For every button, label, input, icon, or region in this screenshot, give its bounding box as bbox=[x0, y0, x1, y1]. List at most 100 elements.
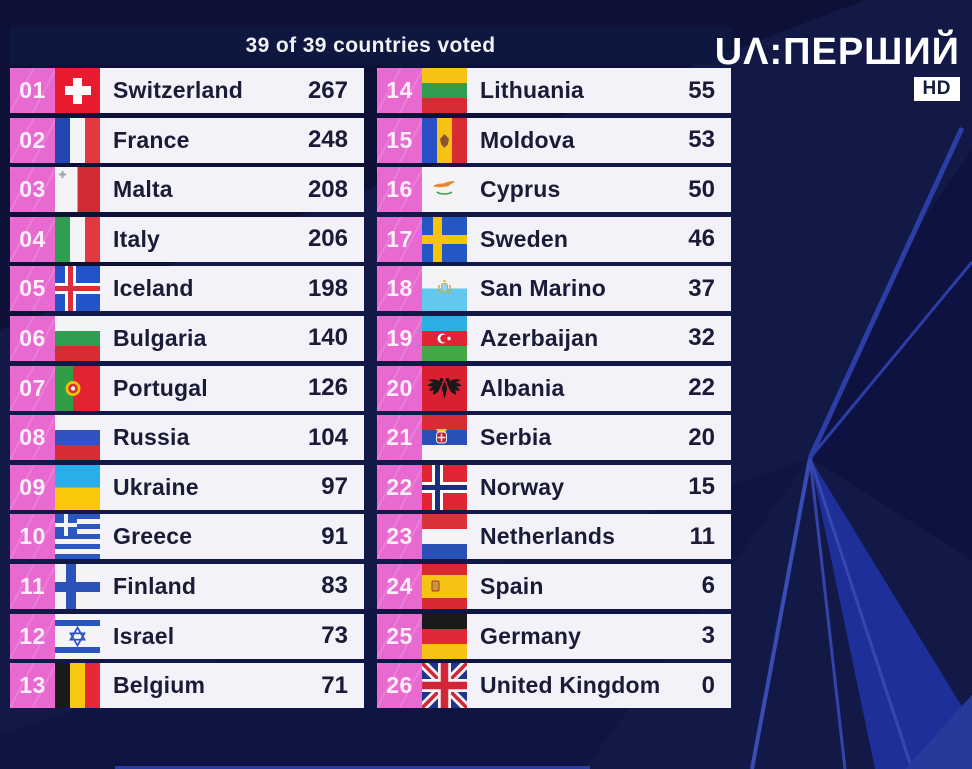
rank-badge: 18 bbox=[377, 266, 422, 312]
rank-badge: 09 bbox=[10, 464, 55, 510]
country-name: Finland bbox=[113, 572, 197, 599]
country-name: United Kingdom bbox=[480, 672, 661, 699]
rank-badge: 07 bbox=[10, 365, 55, 411]
country-name: Spain bbox=[480, 572, 544, 599]
score-row: 05 Iceland 198 bbox=[10, 266, 364, 312]
score-row-body: Iceland 198 bbox=[100, 266, 364, 312]
score-row-body: Malta 208 bbox=[100, 167, 364, 213]
italy-flag-icon bbox=[55, 216, 100, 262]
belgium-flag-icon bbox=[55, 663, 100, 709]
score-row: 26 United Kingdom 0 bbox=[377, 663, 731, 709]
country-name: Belgium bbox=[113, 672, 206, 699]
score-row: 20 Albania 22 bbox=[377, 365, 731, 411]
score-row: 12 Israel 73 bbox=[10, 613, 364, 659]
netherlands-flag-icon bbox=[422, 514, 467, 560]
score-row-body: Switzerland 267 bbox=[100, 68, 364, 113]
bulgaria-flag-icon bbox=[55, 315, 100, 361]
score-row: 18 San Marino 37 bbox=[377, 266, 731, 312]
points-value: 83 bbox=[321, 572, 348, 600]
hd-badge: HD bbox=[913, 76, 960, 101]
points-value: 248 bbox=[307, 126, 348, 154]
norway-flag-icon bbox=[422, 464, 467, 510]
country-name: Albania bbox=[480, 374, 565, 401]
score-row: 06 Bulgaria 140 bbox=[10, 315, 364, 361]
country-name: Lithuania bbox=[480, 77, 585, 103]
greece-flag-icon bbox=[55, 514, 100, 560]
score-row: 14 Lithuania 55 bbox=[377, 68, 731, 113]
points-value: 140 bbox=[307, 324, 348, 352]
score-row-body: Portugal 126 bbox=[100, 365, 364, 411]
score-row: 15 Moldova 53 bbox=[377, 117, 731, 163]
country-name: Norway bbox=[480, 473, 565, 500]
rank-badge: 14 bbox=[377, 68, 422, 113]
score-row-body: Russia 104 bbox=[100, 415, 364, 461]
points-value: 73 bbox=[321, 622, 348, 650]
score-row-body: Belgium 71 bbox=[100, 663, 364, 709]
country-name: Russia bbox=[113, 424, 190, 451]
united-kingdom-flag-icon bbox=[422, 663, 467, 709]
country-name: San Marino bbox=[480, 275, 606, 302]
finland-flag-icon bbox=[55, 563, 100, 609]
sweden-flag-icon bbox=[422, 216, 467, 262]
rank-badge: 26 bbox=[377, 663, 422, 709]
points-value: 53 bbox=[688, 126, 715, 154]
channel-logo: UΛ:ПЕРШИЙ bbox=[714, 31, 960, 73]
rank-badge: 06 bbox=[10, 315, 55, 361]
points-value: 22 bbox=[688, 374, 715, 402]
points-value: 206 bbox=[307, 225, 348, 253]
azerbaijan-flag-icon bbox=[422, 315, 467, 361]
score-row-body: Azerbaijan 32 bbox=[467, 315, 731, 361]
points-value: 104 bbox=[307, 423, 348, 451]
rank-badge: 16 bbox=[377, 167, 422, 213]
score-row-body: Italy 206 bbox=[100, 216, 364, 262]
cyprus-flag-icon bbox=[422, 167, 467, 213]
score-row-body: Cyprus 50 bbox=[467, 167, 731, 213]
rank-badge: 17 bbox=[377, 216, 422, 262]
france-flag-icon bbox=[55, 117, 100, 163]
score-row-body: Germany 3 bbox=[467, 613, 731, 659]
rank-badge: 03 bbox=[10, 167, 55, 213]
switzerland-flag-icon bbox=[55, 68, 100, 113]
serbia-flag-icon bbox=[422, 415, 467, 461]
score-row: 17 Sweden 46 bbox=[377, 216, 731, 262]
points-value: 20 bbox=[688, 423, 715, 451]
moldova-flag-icon bbox=[422, 117, 467, 163]
score-row: 10 Greece 91 bbox=[10, 514, 364, 560]
score-row-body: Lithuania 55 bbox=[467, 68, 731, 113]
score-row: 03 Malta 208 bbox=[10, 167, 364, 213]
spain-flag-icon bbox=[422, 563, 467, 609]
rank-badge: 08 bbox=[10, 415, 55, 461]
score-row: 24 Spain 6 bbox=[377, 563, 731, 609]
rank-badge: 04 bbox=[10, 216, 55, 262]
country-name: Switzerland bbox=[113, 77, 244, 103]
rank-badge: 02 bbox=[10, 117, 55, 163]
lithuania-flag-icon bbox=[422, 68, 467, 113]
points-value: 0 bbox=[701, 671, 715, 699]
points-value: 126 bbox=[307, 374, 348, 402]
country-name: Ukraine bbox=[113, 473, 199, 500]
score-row-body: Spain 6 bbox=[467, 563, 731, 609]
country-name: Greece bbox=[113, 523, 193, 550]
israel-flag-icon bbox=[55, 613, 100, 659]
points-value: 3 bbox=[701, 622, 715, 650]
score-row: 09 Ukraine 97 bbox=[10, 464, 364, 510]
germany-flag-icon bbox=[422, 613, 467, 659]
rank-badge: 23 bbox=[377, 514, 422, 560]
rank-badge: 20 bbox=[377, 365, 422, 411]
score-row-body: Sweden 46 bbox=[467, 216, 731, 262]
rank-badge: 24 bbox=[377, 563, 422, 609]
score-row: 13 Belgium 71 bbox=[10, 663, 364, 709]
rank-badge: 22 bbox=[377, 464, 422, 510]
country-name: Israel bbox=[113, 622, 175, 649]
malta-flag-icon bbox=[55, 167, 100, 213]
score-row-body: Albania 22 bbox=[467, 365, 731, 411]
points-value: 46 bbox=[688, 225, 715, 253]
country-name: Italy bbox=[113, 225, 161, 252]
rank-badge: 11 bbox=[10, 563, 55, 609]
score-row: 02 France 248 bbox=[10, 117, 364, 163]
score-row: 22 Norway 15 bbox=[377, 464, 731, 510]
san-marino-flag-icon bbox=[422, 266, 467, 312]
score-row-body: San Marino 37 bbox=[467, 266, 731, 312]
points-value: 91 bbox=[321, 522, 348, 550]
ukraine-flag-icon bbox=[55, 464, 100, 510]
